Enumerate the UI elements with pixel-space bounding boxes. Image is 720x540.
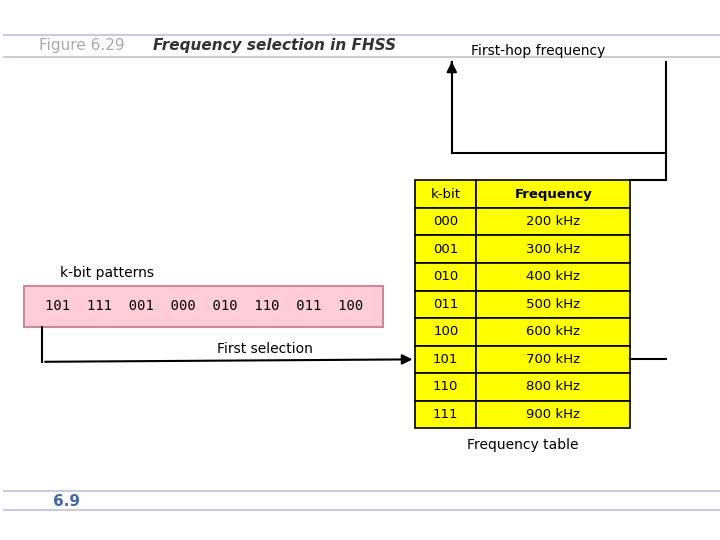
Bar: [476, 318, 631, 346]
Bar: [415, 291, 476, 318]
Bar: [415, 401, 476, 428]
Text: 500 kHz: 500 kHz: [526, 298, 580, 311]
Bar: [476, 235, 631, 263]
Text: 6.9: 6.9: [53, 494, 80, 509]
Text: Figure 6.29: Figure 6.29: [39, 38, 125, 53]
Bar: [476, 401, 631, 428]
Bar: [476, 346, 631, 373]
Text: 200 kHz: 200 kHz: [526, 215, 580, 228]
Bar: [415, 346, 476, 373]
Text: 000: 000: [433, 215, 458, 228]
Bar: [476, 180, 631, 208]
Bar: [415, 180, 476, 208]
Text: Frequency: Frequency: [514, 187, 592, 201]
Text: 101  111  001  000  010  110  011  100: 101 111 001 000 010 110 011 100: [45, 300, 363, 313]
Text: 600 kHz: 600 kHz: [526, 325, 580, 339]
Text: First selection: First selection: [217, 342, 312, 356]
Text: 011: 011: [433, 298, 459, 311]
Text: k-bit: k-bit: [431, 187, 461, 201]
Text: 101: 101: [433, 353, 459, 366]
Text: 800 kHz: 800 kHz: [526, 380, 580, 394]
Text: Frequency selection in FHSS: Frequency selection in FHSS: [153, 38, 397, 53]
Text: k-bit patterns: k-bit patterns: [60, 266, 154, 280]
Text: 400 kHz: 400 kHz: [526, 270, 580, 284]
Text: 700 kHz: 700 kHz: [526, 353, 580, 366]
Text: 010: 010: [433, 270, 459, 284]
Text: First-hop frequency: First-hop frequency: [471, 44, 605, 58]
Bar: [415, 263, 476, 291]
Text: 111: 111: [433, 408, 459, 421]
Text: Frequency table: Frequency table: [467, 438, 579, 452]
Bar: [476, 373, 631, 401]
Text: 900 kHz: 900 kHz: [526, 408, 580, 421]
Bar: [476, 263, 631, 291]
Text: 110: 110: [433, 380, 459, 394]
Bar: [476, 208, 631, 235]
Bar: [415, 373, 476, 401]
Text: 300 kHz: 300 kHz: [526, 242, 580, 256]
Text: 100: 100: [433, 325, 459, 339]
Bar: [24, 286, 383, 327]
Bar: [415, 208, 476, 235]
Text: 001: 001: [433, 242, 459, 256]
Bar: [476, 291, 631, 318]
Bar: [415, 235, 476, 263]
Bar: [415, 318, 476, 346]
